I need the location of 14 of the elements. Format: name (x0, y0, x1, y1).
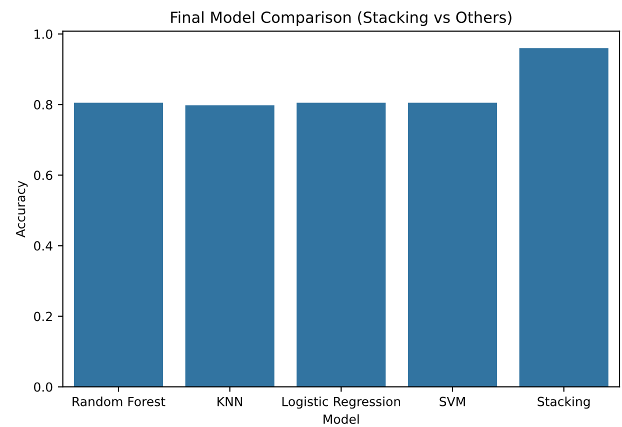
x-tick-label: KNN (218, 396, 242, 406)
y-tick-label: 0.6 (34, 170, 52, 180)
y-tick-label: 0.8 (34, 100, 52, 110)
y-tick-label: 0.4 (34, 241, 52, 251)
y-tick-label: 0.0 (34, 382, 52, 392)
chart-title: Final Model Comparison (Stacking vs Others) (171, 11, 512, 26)
x-tick-label: Logistic Regression (282, 396, 400, 409)
y-axis-title: Accuracy (16, 180, 28, 238)
x-tick-label: Random Forest (72, 396, 166, 406)
x-tick-label: SVM (440, 396, 465, 406)
x-tick-label: Stacking (538, 396, 590, 409)
x-axis-title: Model (324, 414, 359, 424)
y-tick-label: 1.0 (34, 29, 52, 39)
y-tick-label: 0.2 (34, 312, 52, 322)
